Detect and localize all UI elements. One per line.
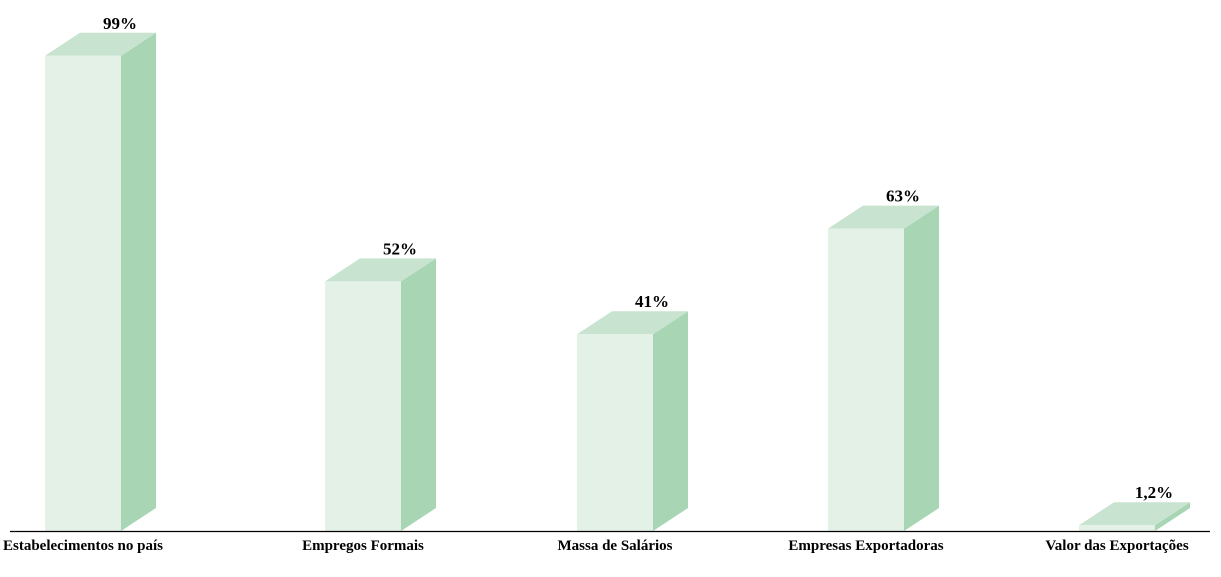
bar-front [1079, 525, 1155, 531]
x-tick-label: Empregos Formais [302, 538, 424, 554]
bar-top [325, 258, 436, 282]
x-tick-label: Valor das Exportações [1045, 538, 1189, 554]
value-label: 1,2% [1135, 483, 1173, 502]
bar [45, 32, 156, 532]
bar-top [1079, 502, 1190, 526]
x-tick-label: Empresas Exportadoras [788, 538, 944, 554]
value-label: 99% [103, 14, 137, 33]
bar-top [828, 205, 939, 229]
bar [325, 258, 436, 531]
value-label: 41% [635, 292, 669, 311]
bar [828, 205, 939, 531]
bar-top [577, 311, 688, 335]
bar-front [325, 281, 401, 531]
bar-side [904, 205, 939, 531]
bar-top [45, 32, 156, 56]
x-tick-label: Estabelecimentos no país [2, 538, 163, 554]
bar-front [828, 228, 904, 531]
bar-side [401, 258, 436, 531]
bar-side [121, 32, 156, 532]
bar-side [1155, 502, 1190, 531]
bar-side [653, 311, 688, 531]
bar [1079, 502, 1190, 531]
bar-front [45, 55, 121, 532]
value-label: 63% [886, 187, 920, 206]
bar-front [577, 334, 653, 531]
bar [577, 311, 688, 531]
x-tick-label: Massa de Salários [557, 538, 673, 554]
value-label: 52% [383, 239, 417, 258]
